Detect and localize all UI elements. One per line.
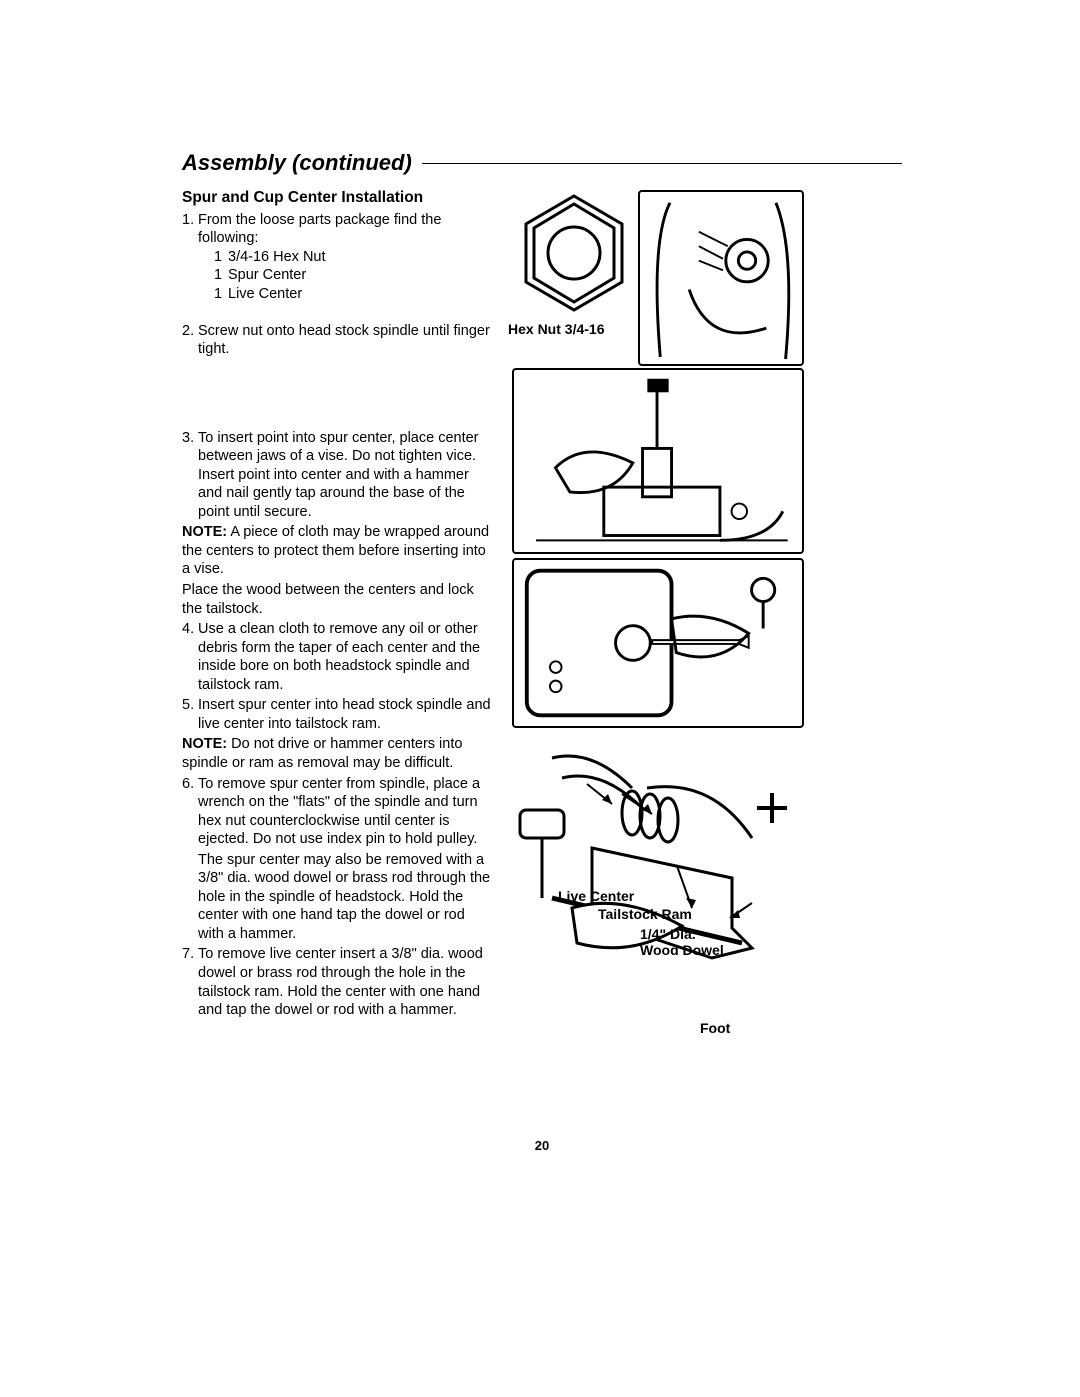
qty: 1 (214, 248, 228, 267)
note-1-text: A piece of cloth may be wrapped around t… (182, 524, 489, 577)
figure-column: Hex Nut 3/4-16 (508, 188, 902, 1022)
step-2-text: Screw nut onto head stock spindle until … (198, 322, 494, 359)
figure-hammer-vise (512, 368, 804, 554)
step-number: 5. (182, 696, 198, 733)
step-number: 6. (182, 775, 198, 849)
step-number: 1. (182, 211, 198, 304)
qty: 1 (214, 266, 228, 285)
part-name: 3/4-16 Hex Nut (228, 248, 326, 267)
step-4: 4. Use a clean cloth to remove any oil o… (182, 620, 494, 694)
note-1: NOTE: A piece of cloth may be wrapped ar… (182, 523, 494, 579)
step-1: 1. From the loose parts package find the… (182, 211, 494, 304)
note-2: NOTE: Do not drive or hammer centers int… (182, 735, 494, 772)
step-6: 6. To remove spur center from spindle, p… (182, 775, 494, 849)
step-4-text: Use a clean cloth to remove any oil or o… (198, 620, 494, 694)
section-header: Assembly (continued) (182, 150, 902, 176)
label-foot: Foot (700, 1020, 730, 1036)
step-number: 4. (182, 620, 198, 694)
step-3-text: To insert point into spur center, place … (198, 429, 494, 522)
section-title: Assembly (continued) (182, 150, 422, 176)
step-number: 2. (182, 322, 198, 359)
step-number: 3. (182, 429, 198, 522)
parts-list: 13/4-16 Hex Nut 1Spur Center 1Live Cente… (198, 248, 494, 304)
label-wood-dowel: 1/4" Dia. Wood Dowel (640, 926, 724, 958)
label-dowel-line1: 1/4" Dia. (640, 926, 696, 942)
step-number: 7. (182, 945, 198, 1019)
step-7: 7. To remove live center insert a 3/8" d… (182, 945, 494, 1019)
step-3: 3. To insert point into spur center, pla… (182, 429, 494, 522)
step-6-cont: The spur center may also be removed with… (182, 851, 494, 944)
label-tailstock-ram: Tailstock Ram (598, 906, 692, 922)
step-1-text: From the loose parts package find the fo… (198, 212, 441, 247)
hexnut-figure (514, 190, 634, 316)
page-number: 20 (182, 1138, 902, 1153)
qty: 1 (214, 285, 228, 304)
part-name: Spur Center (228, 266, 306, 285)
hexnut-label: Hex Nut 3/4-16 (508, 321, 604, 337)
content-columns: Spur and Cup Center Installation 1. From… (182, 188, 902, 1022)
step-5: 5. Insert spur center into head stock sp… (182, 696, 494, 733)
step-7-text: To remove live center insert a 3/8" dia.… (198, 945, 494, 1019)
text-column: Spur and Cup Center Installation 1. From… (182, 188, 494, 1022)
figure-insert-center (512, 558, 804, 728)
step-5-text: Insert spur center into head stock spind… (198, 696, 494, 733)
subheading: Spur and Cup Center Installation (182, 188, 494, 208)
part-name: Live Center (228, 285, 302, 304)
figure-nut-on-spindle (638, 190, 804, 366)
section-rule (422, 163, 902, 164)
note-1b: Place the wood between the centers and l… (182, 581, 494, 618)
label-dowel-line2: Wood Dowel (640, 942, 724, 958)
note-label: NOTE: (182, 736, 227, 752)
manual-page: Assembly (continued) Spur and Cup Center… (182, 150, 902, 1022)
label-live-center: Live Center (558, 888, 634, 904)
step-2: 2. Screw nut onto head stock spindle unt… (182, 322, 494, 359)
step-6-text: To remove spur center from spindle, plac… (198, 775, 494, 849)
note-label: NOTE: (182, 524, 227, 540)
